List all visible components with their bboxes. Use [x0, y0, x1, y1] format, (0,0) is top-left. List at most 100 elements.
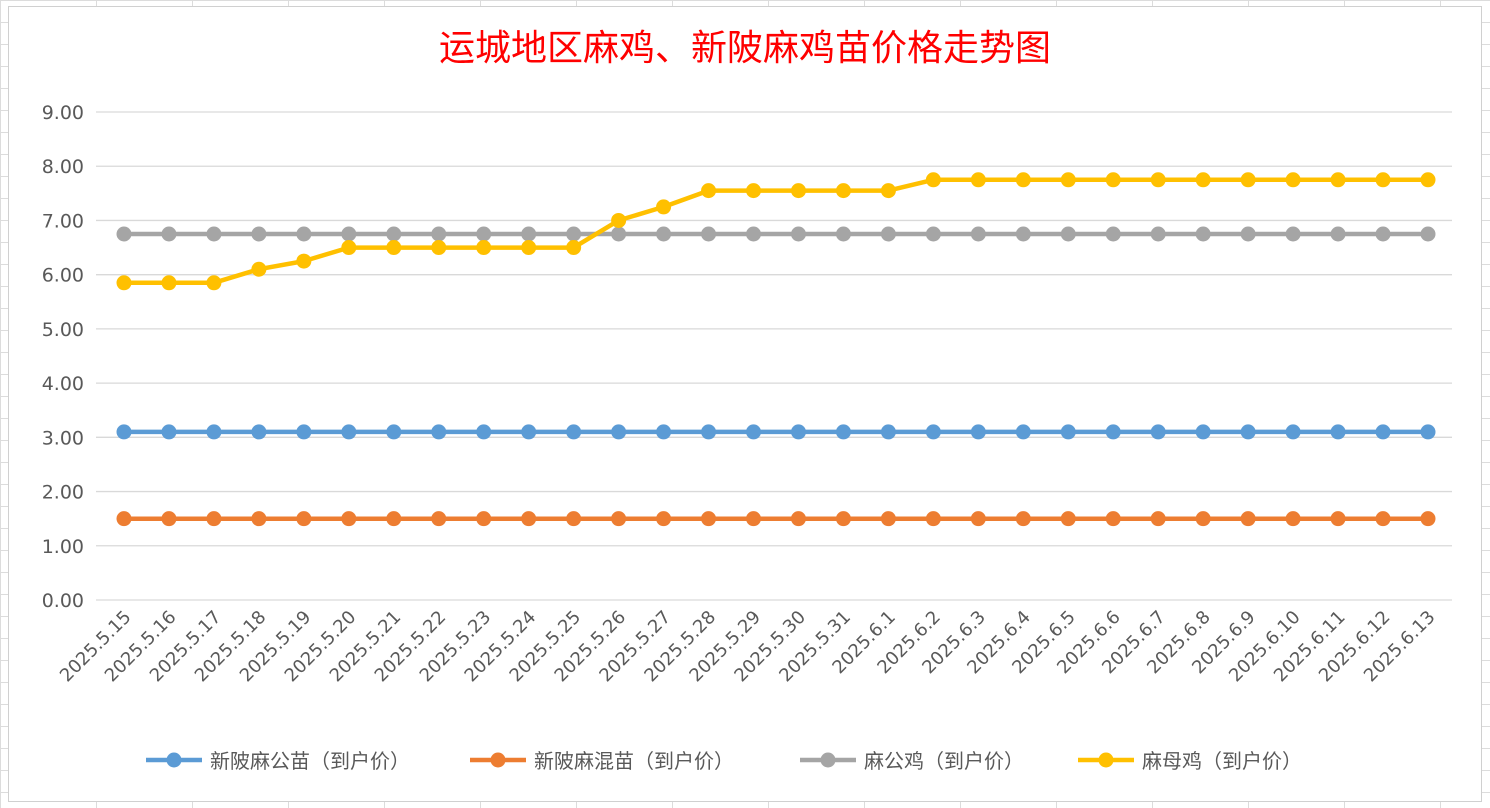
data-point [1195, 172, 1211, 188]
y-tick-label: 2.00 [42, 482, 84, 504]
data-point [656, 424, 672, 440]
series-1 [116, 511, 1436, 527]
chart-title: 运城地区麻鸡、新陂麻鸡苗价格走势图 [439, 28, 1051, 69]
data-point [790, 183, 806, 199]
legend-swatch-marker [490, 752, 506, 768]
data-point [1060, 172, 1076, 188]
data-point [835, 226, 851, 242]
data-point [611, 424, 627, 440]
data-point [611, 212, 627, 228]
y-tick-label: 1.00 [42, 536, 84, 558]
legend-swatch-marker [1098, 752, 1114, 768]
gridlines [96, 111, 1452, 601]
data-point [251, 261, 267, 277]
data-point [970, 172, 986, 188]
legend-label: 新陂麻混苗（到户价） [534, 749, 734, 773]
data-point [1240, 424, 1256, 440]
y-axis: 0.00 1.00 2.00 3.00 4.00 5.00 6.00 7.00 8.00 9.00 [42, 102, 84, 612]
data-point [431, 240, 447, 256]
data-point [386, 226, 402, 242]
data-point [566, 226, 582, 242]
data-point [296, 253, 312, 269]
data-point [1105, 424, 1121, 440]
data-point [880, 226, 896, 242]
data-point [341, 511, 357, 527]
data-point [341, 424, 357, 440]
data-point [746, 226, 762, 242]
data-point [1015, 172, 1031, 188]
data-point [566, 424, 582, 440]
y-tick-label: 3.00 [42, 427, 84, 449]
series-3 [116, 172, 1436, 291]
data-point [1240, 226, 1256, 242]
data-point [386, 240, 402, 256]
data-point [790, 511, 806, 527]
y-tick-label: 7.00 [42, 210, 84, 232]
y-tick-label: 4.00 [42, 373, 84, 395]
data-point [1105, 172, 1121, 188]
data-point [970, 511, 986, 527]
legend-label: 新陂麻公苗（到户价） [210, 749, 410, 773]
data-point [1060, 424, 1076, 440]
data-point [431, 424, 447, 440]
data-point [521, 240, 537, 256]
data-point [970, 226, 986, 242]
data-point [1285, 172, 1301, 188]
data-point [701, 424, 717, 440]
legend-swatch-marker [820, 752, 836, 768]
data-point [161, 275, 177, 291]
data-point [1105, 511, 1121, 527]
y-tick-label: 6.00 [42, 265, 84, 287]
data-point [656, 511, 672, 527]
data-point [1015, 226, 1031, 242]
y-tick-label: 8.00 [42, 156, 84, 178]
data-point [746, 424, 762, 440]
data-point [701, 183, 717, 199]
data-point [566, 240, 582, 256]
data-point [206, 424, 222, 440]
data-point [880, 424, 896, 440]
data-point [1150, 511, 1166, 527]
data-point [251, 226, 267, 242]
data-point [656, 199, 672, 215]
data-point [925, 424, 941, 440]
data-point [1060, 226, 1076, 242]
data-point [476, 511, 492, 527]
data-point [925, 172, 941, 188]
data-point [431, 511, 447, 527]
data-point [476, 424, 492, 440]
data-point [701, 511, 717, 527]
data-point [116, 275, 132, 291]
series-0 [116, 424, 1436, 440]
data-point [1330, 511, 1346, 527]
data-point [116, 226, 132, 242]
legend-item-1: 新陂麻混苗（到户价） [470, 749, 734, 773]
y-tick-label: 5.00 [42, 319, 84, 341]
data-point [251, 424, 267, 440]
data-point [1150, 424, 1166, 440]
x-axis: 2025.5.152025.5.162025.5.172025.5.182025… [56, 607, 1440, 687]
data-point [1285, 511, 1301, 527]
data-point [925, 511, 941, 527]
legend-swatch-marker [166, 752, 182, 768]
data-point [835, 511, 851, 527]
data-point [1375, 226, 1391, 242]
legend: 新陂麻公苗（到户价） 新陂麻混苗（到户价） 麻公鸡（到户价） 麻母鸡（到户价） [146, 749, 1302, 773]
series-line-3 [124, 177, 1428, 286]
data-point [701, 226, 717, 242]
data-point [431, 226, 447, 242]
data-point [206, 226, 222, 242]
data-point [251, 511, 267, 527]
data-point [1240, 172, 1256, 188]
data-point [341, 226, 357, 242]
data-point [296, 424, 312, 440]
data-point [611, 226, 627, 242]
data-point [656, 226, 672, 242]
data-point [880, 511, 896, 527]
data-point [1015, 424, 1031, 440]
legend-label: 麻母鸡（到户价） [1142, 749, 1302, 773]
data-point [1240, 511, 1256, 527]
data-point [206, 275, 222, 291]
data-point [1285, 424, 1301, 440]
